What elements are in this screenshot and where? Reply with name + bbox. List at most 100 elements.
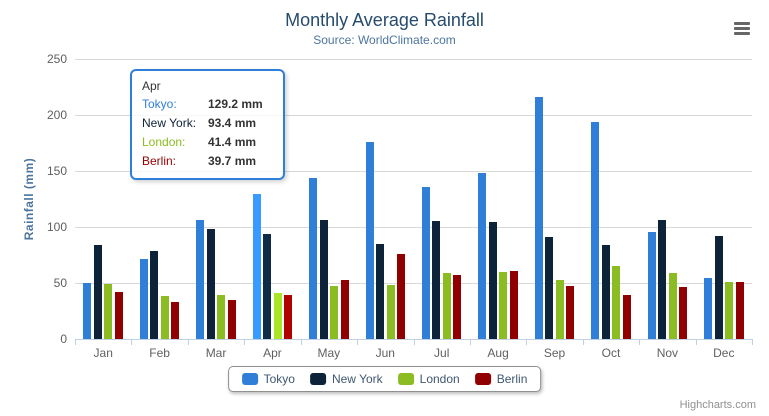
x-axis-label-mar: Mar — [205, 346, 227, 360]
tooltip-series-value: 41.4 mm — [208, 135, 257, 149]
bar-new-york-may[interactable] — [319, 220, 328, 339]
export-menu-button[interactable] — [730, 18, 754, 39]
bar-new-york-jan[interactable] — [93, 245, 102, 339]
x-axis-tick — [413, 340, 415, 345]
bar-tokyo-apr[interactable] — [252, 194, 261, 339]
legend-swatch-icon — [397, 373, 414, 385]
gridline-150 — [75, 171, 752, 172]
x-axis-label-jul: Jul — [434, 346, 450, 360]
y-axis-label-150: 150 — [46, 164, 67, 178]
x-axis-tick — [582, 340, 584, 345]
bar-berlin-apr[interactable] — [284, 294, 293, 339]
legend-label: Berlin — [496, 372, 528, 386]
bar-new-york-apr[interactable] — [263, 234, 272, 339]
bar-tokyo-mar[interactable] — [196, 219, 205, 339]
bar-london-feb[interactable] — [160, 295, 169, 339]
tooltip-series-value: 129.2 mm — [208, 97, 263, 111]
bar-new-york-jul[interactable] — [432, 221, 441, 339]
legend-item-berlin[interactable]: Berlin — [474, 372, 528, 386]
tooltip-series-name: London: — [142, 135, 186, 149]
bar-new-york-jun[interactable] — [376, 244, 385, 339]
tooltip-series-name: Berlin: — [142, 154, 177, 168]
bar-tokyo-jul[interactable] — [421, 187, 430, 339]
bar-london-may[interactable] — [330, 286, 339, 339]
tooltip-row-berlin: Berlin: 39.7 mm — [142, 152, 273, 171]
bar-new-york-dec[interactable] — [714, 235, 723, 339]
tooltip: Apr Tokyo: 129.2 mm New York: 93.4 mm London… — [130, 69, 285, 180]
gridline-100 — [75, 227, 752, 228]
legend-item-london[interactable]: London — [397, 372, 460, 386]
legend: Tokyo New York London Berlin — [227, 366, 542, 392]
credits-link[interactable]: Highcharts.com — [679, 399, 756, 411]
legend-item-new-york[interactable]: New York — [309, 372, 383, 386]
tooltip-series-name: Tokyo: — [142, 97, 177, 111]
bar-berlin-jan[interactable] — [114, 291, 123, 339]
bar-berlin-nov[interactable] — [679, 286, 688, 339]
bar-berlin-may[interactable] — [340, 280, 349, 339]
gridline-250 — [75, 59, 752, 60]
bar-new-york-sep[interactable] — [545, 236, 554, 339]
bar-tokyo-oct[interactable] — [591, 121, 600, 339]
x-axis-tick — [75, 340, 76, 345]
bar-tokyo-jan[interactable] — [83, 283, 92, 339]
x-axis-tick — [695, 340, 697, 345]
bar-berlin-jul[interactable] — [453, 274, 462, 339]
x-axis-label-apr: Apr — [263, 346, 282, 360]
chart-subtitle: Source: WorldClimate.com — [313, 33, 456, 47]
x-axis-label-dec: Dec — [713, 346, 735, 360]
legend-swatch-icon — [309, 373, 326, 385]
bar-berlin-aug[interactable] — [509, 271, 518, 339]
bar-new-york-nov[interactable] — [658, 219, 667, 339]
bar-london-jun[interactable] — [386, 284, 395, 339]
y-axis-label-200: 200 — [46, 108, 67, 122]
bar-london-nov[interactable] — [668, 272, 677, 339]
bar-tokyo-may[interactable] — [309, 177, 318, 339]
bar-tokyo-dec[interactable] — [704, 278, 713, 339]
x-axis-tick — [244, 340, 246, 345]
legend-swatch-icon — [241, 373, 258, 385]
x-axis-label-feb: Feb — [149, 346, 170, 360]
bar-berlin-feb[interactable] — [171, 301, 180, 339]
legend-label: Tokyo — [263, 372, 295, 386]
bar-london-jan[interactable] — [104, 284, 113, 339]
bar-london-oct[interactable] — [612, 265, 621, 339]
bar-tokyo-aug[interactable] — [478, 172, 487, 339]
bar-new-york-feb[interactable] — [150, 250, 159, 339]
x-axis-label-nov: Nov — [656, 346, 679, 360]
bar-new-york-mar[interactable] — [206, 228, 215, 339]
bar-new-york-oct[interactable] — [601, 245, 610, 339]
bar-tokyo-jun[interactable] — [365, 141, 374, 339]
y-axis-label-0: 0 — [60, 332, 67, 346]
bar-tokyo-nov[interactable] — [647, 231, 656, 339]
tooltip-category: Apr — [142, 79, 161, 93]
bar-berlin-dec[interactable] — [735, 281, 744, 339]
bar-london-sep[interactable] — [555, 280, 564, 339]
bar-new-york-aug[interactable] — [488, 222, 497, 339]
tooltip-series-name: New York: — [142, 116, 197, 130]
y-axis-label-100: 100 — [46, 220, 67, 234]
bar-london-apr[interactable] — [273, 292, 282, 339]
bar-berlin-mar[interactable] — [227, 300, 236, 339]
x-axis-label-may: May — [317, 346, 341, 360]
legend-label: New York — [331, 372, 383, 386]
bar-berlin-sep[interactable] — [566, 285, 575, 339]
gridline-200 — [75, 115, 752, 116]
bar-tokyo-feb[interactable] — [139, 258, 148, 339]
bar-london-dec[interactable] — [725, 281, 734, 339]
bar-london-jul[interactable] — [442, 272, 451, 339]
y-axis-label-250: 250 — [46, 52, 67, 66]
x-axis-tick — [752, 340, 753, 345]
x-axis-line — [75, 339, 753, 340]
tooltip-row-new-york: New York: 93.4 mm — [142, 114, 273, 133]
bar-london-mar[interactable] — [217, 294, 226, 339]
bar-london-aug[interactable] — [499, 272, 508, 339]
bar-berlin-jun[interactable] — [397, 254, 406, 339]
bar-berlin-oct[interactable] — [622, 295, 631, 339]
tooltip-series-value: 93.4 mm — [208, 116, 257, 130]
legend-item-tokyo[interactable]: Tokyo — [241, 372, 295, 386]
bar-tokyo-sep[interactable] — [534, 96, 543, 339]
x-axis-tick — [187, 340, 189, 345]
x-axis-tick — [526, 340, 528, 345]
plot-area — [75, 59, 752, 339]
